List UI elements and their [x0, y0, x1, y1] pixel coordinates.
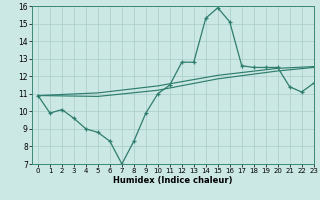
X-axis label: Humidex (Indice chaleur): Humidex (Indice chaleur) — [113, 176, 233, 185]
